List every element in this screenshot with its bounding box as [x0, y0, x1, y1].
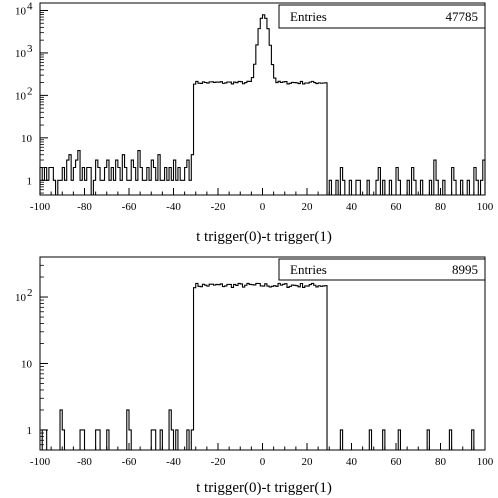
histogram-line	[40, 282, 485, 451]
stats-entries-label: Entries	[290, 9, 327, 24]
stats-box: Entries 47785	[278, 4, 486, 29]
y-tick-label: 10	[15, 5, 27, 17]
stats-entries-value: 8995	[452, 262, 478, 277]
x-tick-label: -80	[77, 201, 92, 213]
x-tick-label: 0	[260, 456, 266, 468]
stats-box-frame	[278, 258, 486, 281]
y-tick-exponent: 2	[27, 85, 33, 97]
x-tick-label: -40	[166, 456, 181, 468]
y-tick-exponent: 2	[27, 287, 33, 299]
y-tick-label: 1	[27, 175, 33, 187]
x-axis-ticks: -100 -80 -60 -40 -20 0 20 40 60 80 100	[30, 188, 494, 213]
x-axis-title: t trigger(0)-t trigger(1)	[196, 480, 332, 496]
x-tick-label: 100	[477, 201, 494, 213]
x-tick-label: 80	[435, 201, 447, 213]
stats-box-frame	[278, 4, 486, 29]
x-tick-label: -100	[30, 456, 51, 468]
y-tick-label: 10	[21, 359, 33, 371]
x-tick-label: 80	[435, 456, 447, 468]
x-tick-label: 60	[391, 456, 403, 468]
x-axis-ticks: -100 -80 -60 -40 -20 0 20 40 60 80 100	[30, 443, 494, 468]
x-tick-label: -20	[211, 201, 226, 213]
x-tick-label: 20	[302, 201, 314, 213]
y-tick-label: 10	[15, 90, 27, 102]
stats-entries-label: Entries	[290, 262, 327, 277]
x-tick-label: -60	[122, 201, 137, 213]
x-tick-label: -40	[166, 201, 181, 213]
x-tick-label: 20	[302, 456, 314, 468]
x-tick-label: 60	[391, 201, 403, 213]
histogram-line	[39, 14, 486, 196]
x-tick-label: -100	[30, 201, 51, 213]
y-tick-label: 10	[21, 133, 33, 145]
x-tick-label: 40	[346, 456, 358, 468]
y-tick-exponent: 3	[27, 43, 33, 55]
stats-box: Entries 8995	[278, 258, 486, 281]
x-tick-label: -20	[211, 456, 226, 468]
x-tick-label: -60	[122, 456, 137, 468]
x-tick-label: 0	[260, 201, 266, 213]
y-tick-exponent: 4	[27, 0, 33, 12]
y-tick-label: 1	[27, 425, 33, 437]
x-tick-label: -80	[77, 456, 92, 468]
x-axis-title: t trigger(0)-t trigger(1)	[196, 229, 332, 245]
y-tick-label: 10	[15, 292, 27, 304]
y-tick-label: 10	[15, 48, 27, 60]
x-tick-label: 40	[346, 201, 358, 213]
x-tick-label: 100	[477, 456, 494, 468]
stats-entries-value: 47785	[446, 9, 479, 24]
